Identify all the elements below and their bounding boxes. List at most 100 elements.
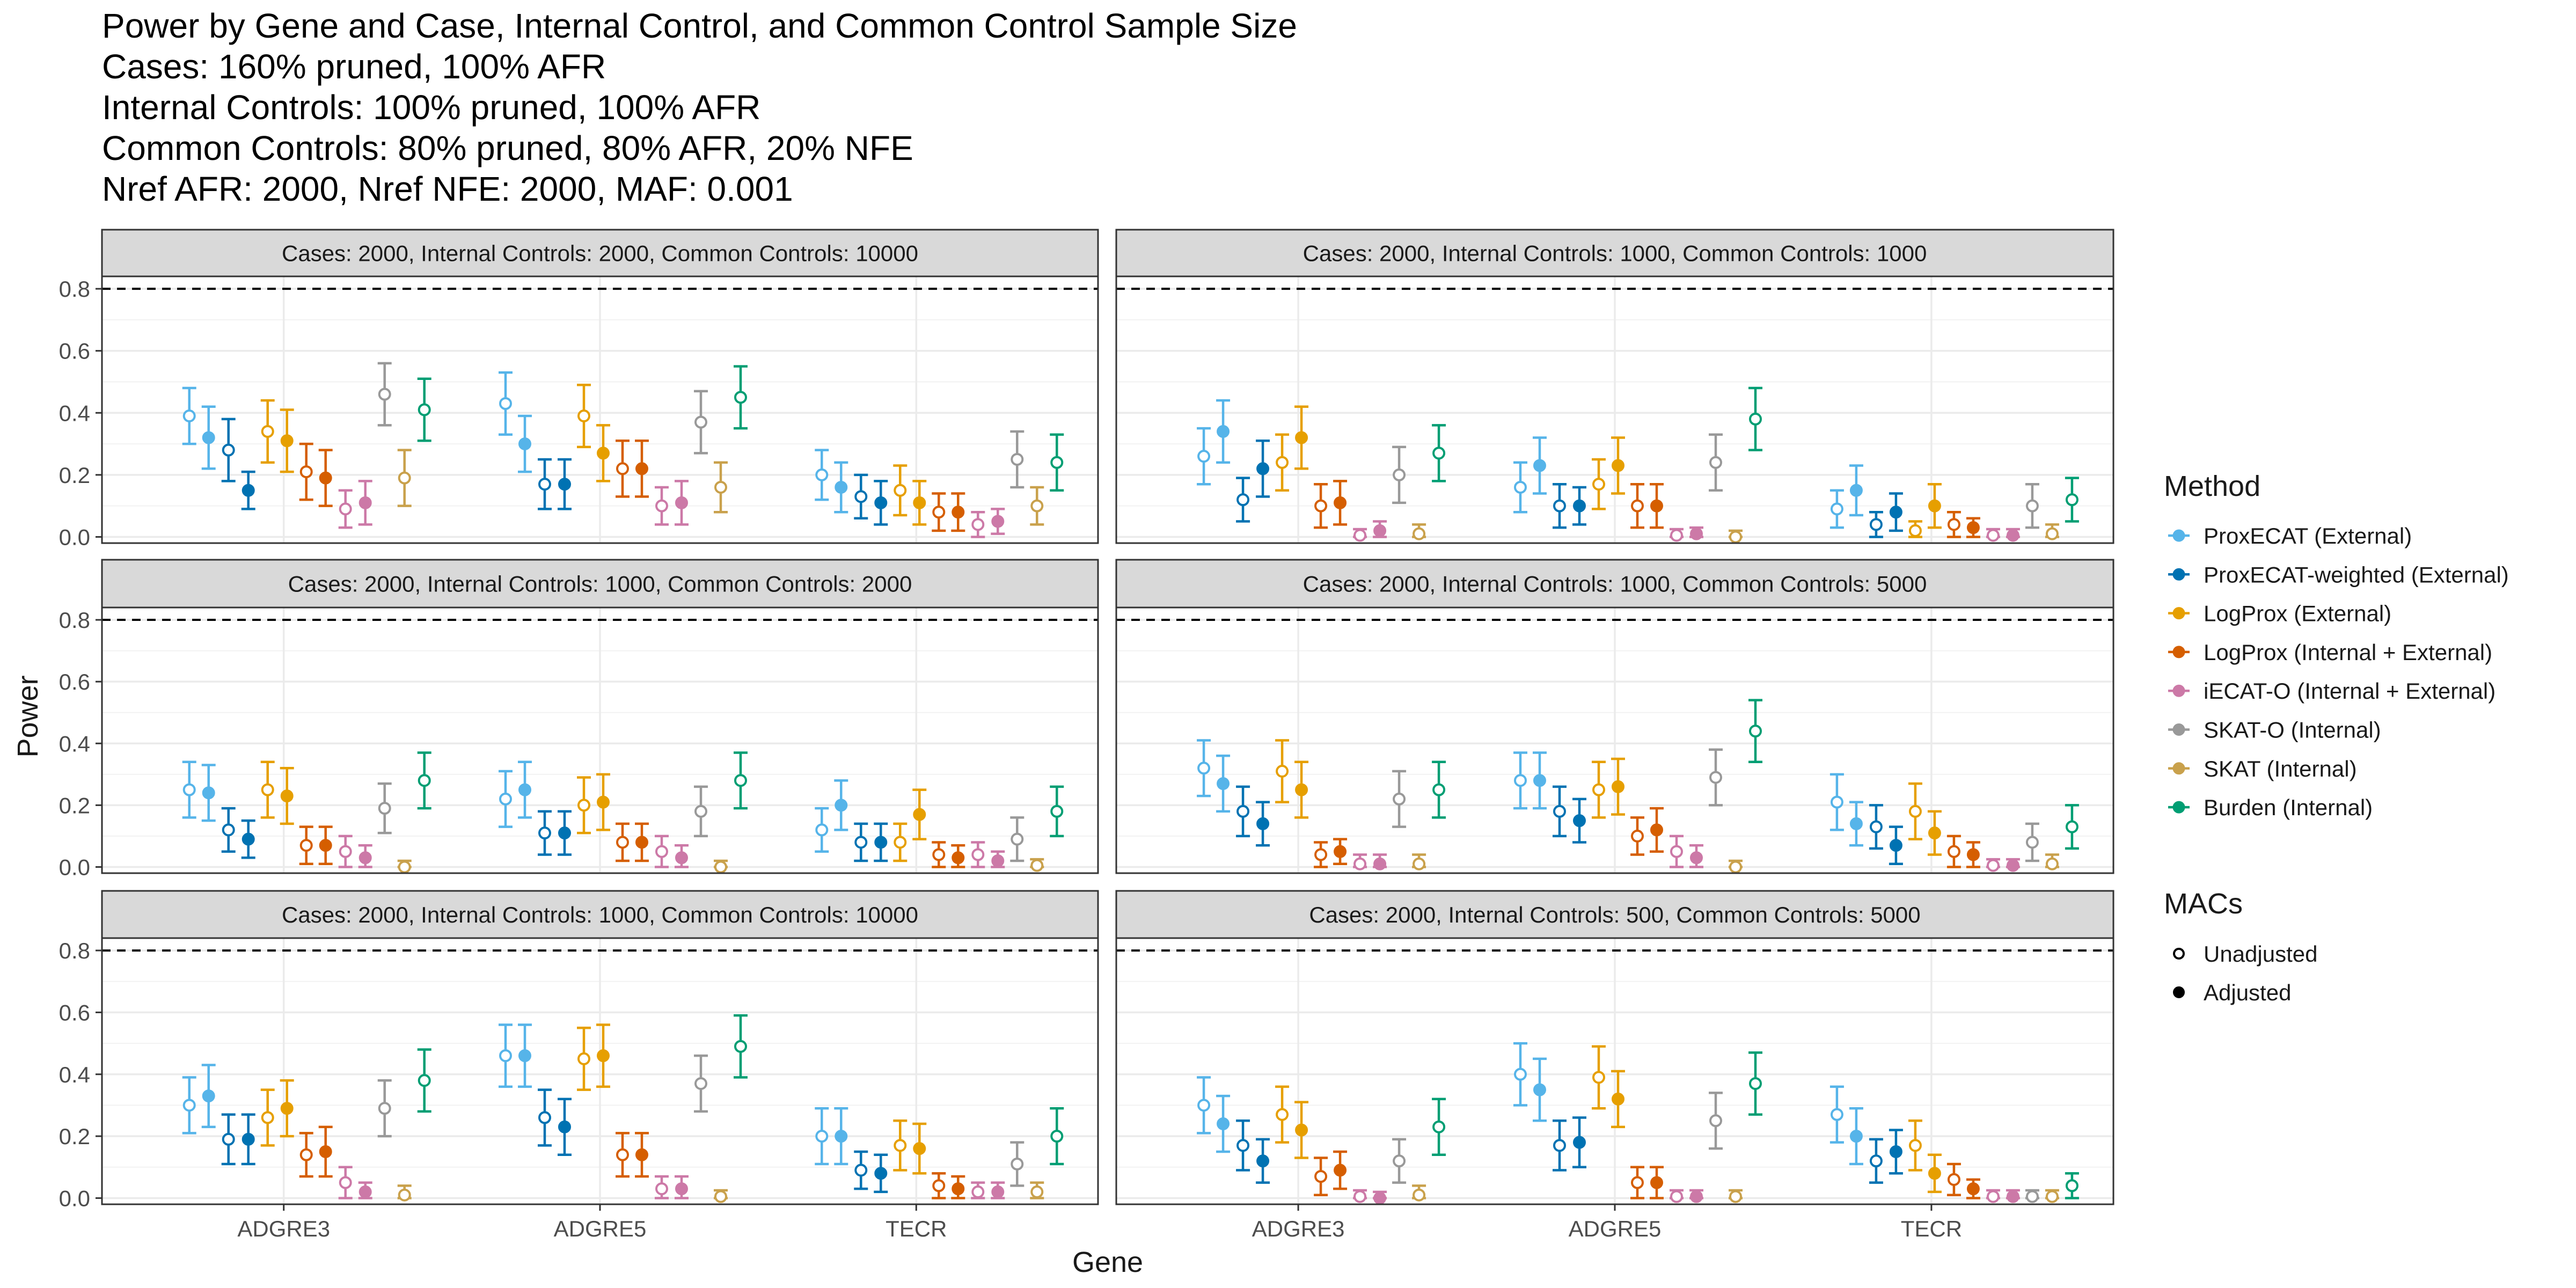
data-point bbox=[1236, 1139, 1250, 1152]
y-tick-label: 0.4 bbox=[59, 1062, 90, 1087]
data-point bbox=[558, 1120, 571, 1133]
data-point bbox=[734, 391, 747, 404]
data-point bbox=[378, 387, 391, 401]
legend-macs-label: Unadjusted bbox=[2204, 941, 2317, 967]
data-point bbox=[378, 1102, 391, 1115]
data-point bbox=[1314, 848, 1328, 861]
data-point bbox=[577, 799, 590, 812]
y-tick-label: 0.0 bbox=[59, 524, 90, 550]
x-tick-label: TECR bbox=[885, 1216, 947, 1241]
data-point bbox=[991, 515, 1005, 528]
data-point bbox=[854, 836, 868, 849]
data-point bbox=[1830, 795, 1843, 809]
legend-method-label: SKAT-O (Internal) bbox=[2204, 718, 2381, 743]
data-point bbox=[932, 848, 946, 861]
data-point bbox=[1256, 817, 1270, 830]
legend-method-label: ProxECAT-weighted (External) bbox=[2204, 562, 2509, 587]
data-point bbox=[2006, 859, 2019, 872]
data-point bbox=[952, 1182, 965, 1196]
data-point bbox=[1030, 1185, 1044, 1198]
data-point bbox=[991, 1185, 1005, 1198]
legend-key-point bbox=[2172, 723, 2185, 736]
data-point bbox=[635, 836, 648, 849]
data-point bbox=[1966, 1182, 1980, 1196]
data-point bbox=[1729, 860, 1742, 874]
data-point bbox=[202, 1089, 215, 1103]
title-line-2: Cases: 160% pruned, 100% AFR bbox=[102, 47, 606, 86]
data-point bbox=[894, 1139, 907, 1152]
data-point bbox=[1413, 857, 1426, 870]
legend-key-point bbox=[2172, 762, 2185, 775]
data-point bbox=[1889, 506, 1902, 519]
data-point bbox=[932, 506, 946, 519]
y-axis-title: Power bbox=[12, 675, 44, 757]
data-point bbox=[616, 462, 629, 475]
facet-strip bbox=[101, 559, 1099, 609]
legend-macs-label: Adjusted bbox=[2204, 980, 2291, 1005]
data-point bbox=[1373, 524, 1387, 537]
y-tick-label: 0.0 bbox=[59, 1185, 90, 1211]
data-point bbox=[1889, 839, 1902, 852]
data-point bbox=[597, 795, 610, 809]
chart-title: Power by Gene and Case, Internal Control… bbox=[102, 5, 2034, 209]
data-point bbox=[2065, 1179, 2079, 1192]
y-tick-label: 0.6 bbox=[59, 669, 90, 694]
data-point bbox=[952, 506, 965, 519]
data-point bbox=[518, 437, 531, 451]
data-point bbox=[1592, 783, 1605, 796]
data-point bbox=[1749, 1077, 1762, 1091]
data-point bbox=[1514, 480, 1527, 494]
data-point bbox=[1830, 502, 1843, 516]
legend-open-circle bbox=[2173, 948, 2185, 960]
data-point bbox=[1947, 845, 1960, 858]
data-point bbox=[339, 1176, 352, 1189]
data-point bbox=[202, 431, 215, 444]
legend-filled-circle bbox=[2173, 986, 2185, 998]
facet-label: Cases: 2000, Internal Controls: 1000, Co… bbox=[1303, 572, 1927, 597]
data-point bbox=[675, 851, 688, 865]
data-point bbox=[398, 860, 411, 874]
facet-label: Cases: 2000, Internal Controls: 1000, Co… bbox=[288, 572, 912, 597]
data-point bbox=[815, 468, 829, 481]
data-point bbox=[913, 808, 926, 821]
data-point bbox=[675, 496, 688, 509]
facet-label: Cases: 2000, Internal Controls: 1000, Co… bbox=[282, 902, 918, 927]
data-point bbox=[597, 447, 610, 460]
data-point bbox=[398, 1188, 411, 1202]
data-point bbox=[714, 480, 727, 494]
data-point bbox=[675, 1182, 688, 1196]
data-point bbox=[499, 792, 512, 806]
facet-label: Cases: 2000, Internal Controls: 500, Com… bbox=[1309, 902, 1920, 927]
x-tick-label: ADGRE5 bbox=[1569, 1216, 1662, 1241]
data-point bbox=[358, 496, 372, 509]
data-point bbox=[597, 1049, 610, 1063]
data-point bbox=[1749, 412, 1762, 426]
data-point bbox=[1709, 771, 1722, 784]
data-point bbox=[1011, 832, 1024, 846]
data-point bbox=[499, 397, 512, 410]
data-point bbox=[339, 845, 352, 858]
data-point bbox=[1217, 777, 1230, 791]
data-point bbox=[1612, 459, 1624, 472]
data-point bbox=[1986, 529, 2000, 542]
data-point bbox=[358, 851, 372, 865]
data-point bbox=[815, 823, 829, 837]
data-point bbox=[261, 1111, 274, 1124]
data-point bbox=[854, 1163, 868, 1177]
data-point bbox=[1869, 820, 1883, 833]
data-point bbox=[835, 480, 848, 494]
data-point bbox=[1533, 459, 1546, 472]
data-point bbox=[182, 1099, 196, 1112]
title-line-4: Common Controls: 80% pruned, 80% AFR, 20… bbox=[102, 129, 913, 167]
data-point bbox=[558, 478, 571, 491]
data-point bbox=[694, 415, 707, 429]
data-point bbox=[222, 823, 235, 837]
x-tick-label: TECR bbox=[1901, 1216, 1962, 1241]
x-tick-label: ADGRE3 bbox=[1252, 1216, 1345, 1241]
legend-key-point bbox=[2172, 646, 2185, 658]
data-point bbox=[1928, 499, 1941, 513]
data-point bbox=[1373, 857, 1387, 870]
data-point bbox=[1908, 804, 1922, 818]
data-point bbox=[2025, 836, 2039, 849]
data-point bbox=[1986, 859, 2000, 872]
